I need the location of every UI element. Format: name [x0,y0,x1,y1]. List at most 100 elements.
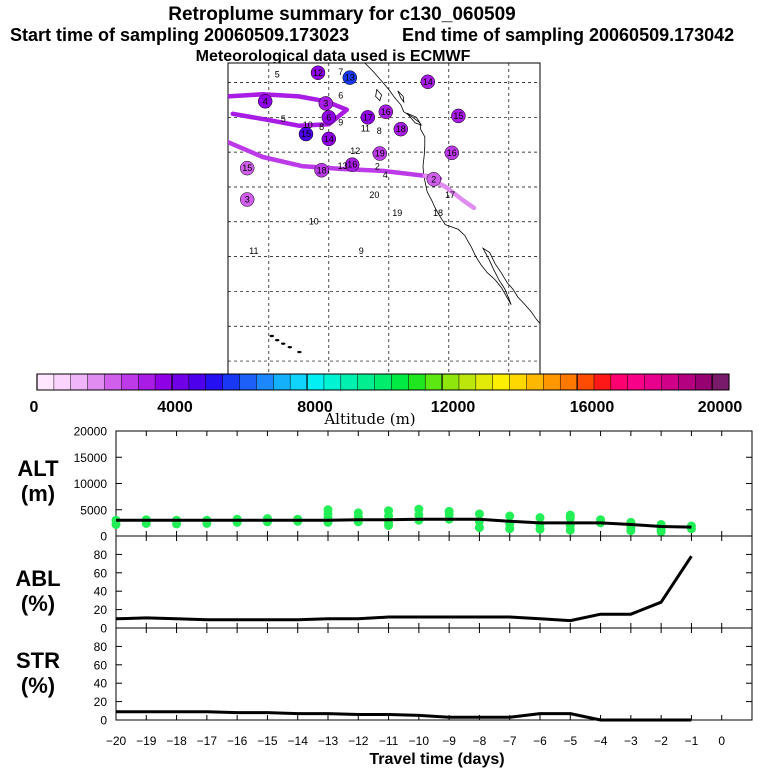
panel-abl: 0 20 40 60 80 [94,535,753,636]
colorbar-swatch [374,374,393,390]
colorbar-swatch [307,374,325,390]
map-cluster-number: 5 [281,114,286,124]
cluster-marker [451,108,466,124]
particle-altitude-point [323,505,333,515]
abl-panel-unit: (%) [21,591,55,616]
map-cluster-number: 11 [249,246,258,256]
cluster-label: 15 [301,129,311,139]
x-tick-label: −7 [503,734,517,748]
colorbar-swatch [543,374,561,390]
cluster-label: 4 [263,96,268,106]
map-cluster-number: 10 [303,120,313,130]
y-tick-label: 0 [100,714,107,728]
particle-altitude-point [353,508,363,518]
cluster-label: 13 [345,73,355,83]
panel-frame [115,535,753,629]
x-tick-label: −1 [685,734,699,748]
particle-altitude-point [444,506,454,516]
cluster-label: 16 [447,148,457,158]
cluster-label: 12 [313,68,323,78]
cluster-label: 19 [375,149,385,159]
map-cluster-number: 17 [445,190,455,200]
coastal-island [397,90,405,104]
hawaii-island [275,338,280,342]
particle-altitude-point [384,521,394,530]
cluster-label: 18 [317,165,327,175]
map-cluster-number: 5 [275,70,280,80]
cluster-marker [239,192,255,207]
y-tick-label: 20 [94,695,108,709]
colorbar-swatch [560,374,578,390]
hawaii-island [297,350,302,354]
cluster-marker [321,131,337,147]
abl-panel-title: ABL [15,566,60,591]
colorbar-swatch [695,374,713,390]
colorbar-tick-20000: 20000 [698,399,743,416]
x-tick-label: −19 [136,734,157,748]
y-tick-label: 15000 [74,451,108,465]
y-tick-label: 20 [94,603,108,617]
series-line [116,710,692,722]
cluster-marker [342,70,358,85]
colorbar-swatch [593,374,612,390]
y-tick-label: 20000 [74,425,108,439]
colorbar-swatch [172,374,190,390]
colorbar-swatch [425,374,443,390]
cluster-marker [444,145,460,161]
map-cluster-number: 9 [338,118,343,128]
panel-alt: 0 5000 10000 15000 20000 [74,425,753,544]
x-tick-label: −16 [227,734,248,748]
y-tick-label: 80 [94,548,108,562]
map-cluster-number: 7 [338,67,343,77]
colorbar-swatch [205,374,224,390]
map-cluster-number: 8 [377,126,382,136]
particle-altitude-point [474,523,484,533]
colorbar-swatch [87,374,106,390]
cluster-marker [318,96,334,111]
x-tick-label: −11 [379,734,399,748]
figure-title: Retroplume summary for c130_060509 [168,4,515,25]
panel-str: 0 20 40 60 80 [94,627,753,728]
x-tick-label: −10 [409,734,430,748]
map-cluster-number: 10 [309,217,319,227]
colorbar-swatch [408,374,426,390]
y-tick-label: 40 [94,677,108,691]
cluster-marker [298,126,314,142]
map-cluster-number: 8 [319,122,324,132]
cluster-marker [360,110,376,125]
x-tick-label: −12 [348,734,369,748]
x-tick-label: −3 [624,734,638,748]
cluster-label: 18 [396,124,406,134]
particle-altitude-point [414,504,424,514]
cluster-label: 16 [347,160,357,170]
y-tick-label: 60 [94,658,108,672]
cluster-label: 6 [326,112,331,122]
particle-altitude-point [656,527,666,537]
colorbar-swatch [155,374,173,390]
cluster-marker [310,65,326,80]
colorbar-swatch [121,374,139,390]
cluster-label: 15 [242,163,252,173]
colorbar-swatch [475,374,494,390]
plume-track [228,92,350,128]
cluster-label: 14 [324,134,334,144]
x-tick-label: −6 [533,734,547,748]
map-cluster-number: 19 [392,208,402,218]
x-tick-label: −8 [473,734,487,748]
cluster-label: 16 [381,107,391,117]
colorbar-swatch [273,374,291,390]
particle-altitude-point [111,519,121,529]
alt-panel-title: ALT [17,456,59,481]
colorbar-swatch [290,374,308,390]
particle-altitude-point [474,509,484,519]
x-tick-label: −13 [318,734,339,748]
y-tick-label: 5000 [80,503,107,517]
cluster-marker [393,121,409,137]
x-tick-label: −5 [563,734,577,748]
colorbar-swatch [627,374,646,390]
start-time-label: Start time of sampling 20060509.173023 [10,25,349,45]
cluster-marker [321,110,337,125]
colorbar-tick-12000: 12000 [431,399,476,416]
